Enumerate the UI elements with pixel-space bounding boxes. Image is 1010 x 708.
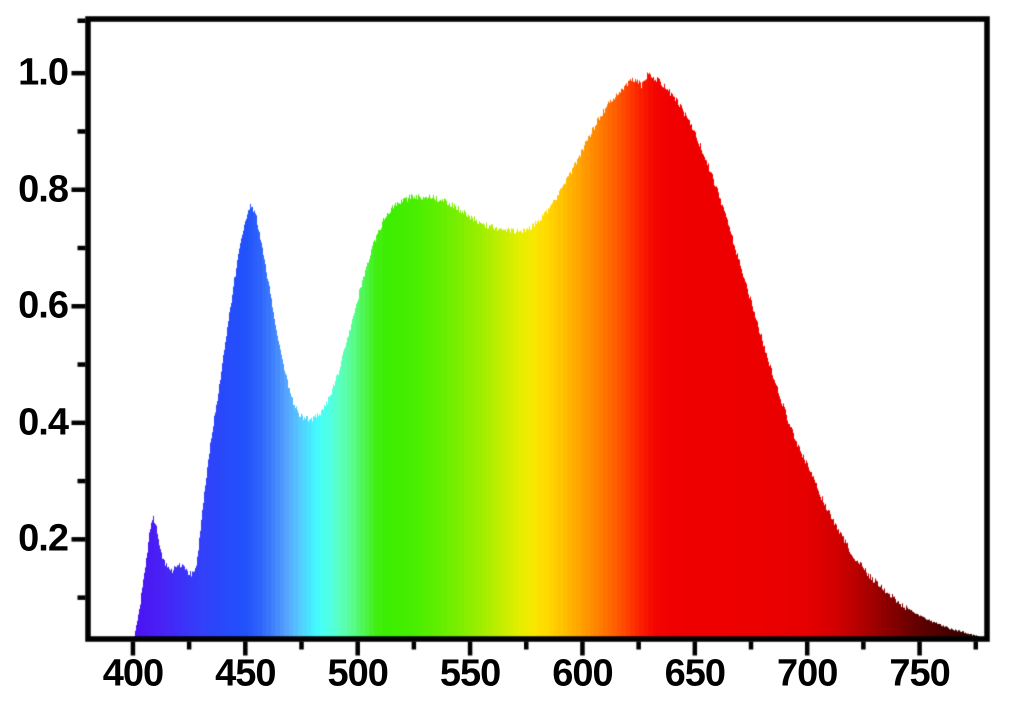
- x-axis-tick-label: 600: [552, 652, 613, 695]
- y-axis-tick-label: 0.8: [18, 168, 69, 211]
- x-axis-tick-label: 650: [664, 652, 726, 695]
- x-axis-tick-label: 400: [102, 652, 164, 695]
- x-axis-tick-label: 550: [439, 652, 501, 695]
- x-axis-tick-label: 450: [215, 652, 276, 695]
- x-axis-tick-label: 500: [327, 652, 388, 695]
- y-axis-tick-label: 0.2: [18, 517, 69, 560]
- y-axis-tick-label: 1.0: [18, 51, 69, 94]
- y-axis-tick-label: 0.6: [18, 284, 69, 327]
- y-axis-tick-label: 0.4: [18, 401, 69, 444]
- x-axis-tick-label: 700: [776, 652, 838, 695]
- x-axis-tick-label: 750: [889, 652, 950, 695]
